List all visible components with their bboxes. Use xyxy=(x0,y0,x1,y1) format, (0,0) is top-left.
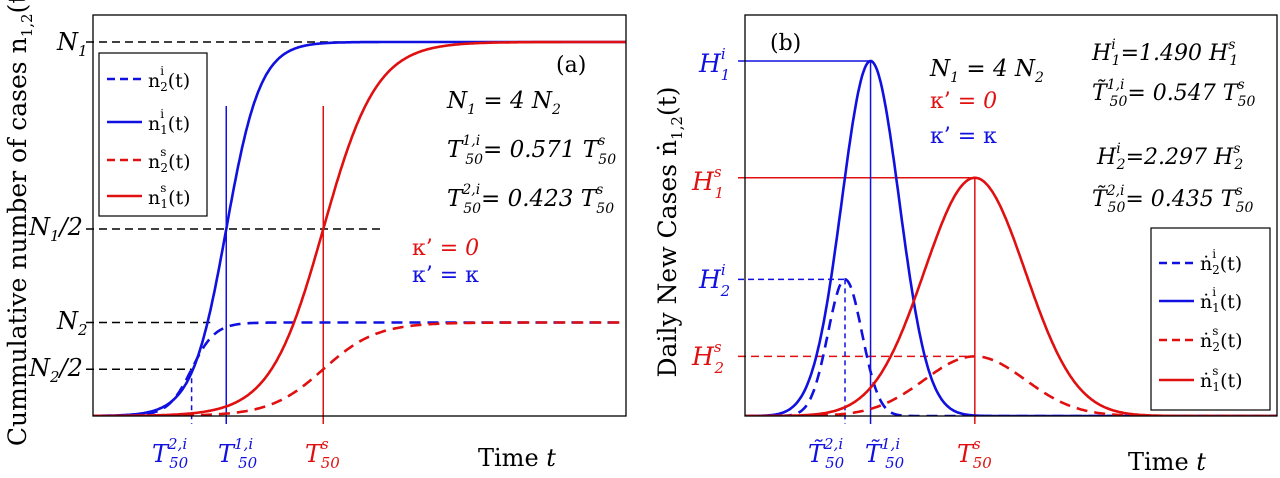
b-annotation-h2: Hi 2=2.297 Hs 2 xyxy=(1096,141,1243,173)
a-xtick-t50-s: Ts 50 xyxy=(305,435,340,472)
a-series-n1-s-t xyxy=(93,40,626,416)
b-series-2-i-t xyxy=(745,277,1277,416)
a-panel-label: (a) xyxy=(556,53,586,78)
a-annotation-t50-1i: T1,i 50= 0.571 Ts 50 xyxy=(447,133,616,168)
a-ytick-n2: N2 xyxy=(56,307,88,339)
b-annotation-t50-2i: T̃2,i 50= 0.435 Ts 50 xyxy=(1092,183,1254,216)
a-legend-n2s: ns 2(t) xyxy=(148,145,191,175)
b-legend: ṅi 2(t) ṅi 1(t) ṅs 2(t) ṅs 1(t) xyxy=(1150,227,1271,411)
b-y-axis-label: Daily New Cases ṅ1,2(t) xyxy=(653,87,686,378)
b-kappa-zero: κ’ = 0 xyxy=(930,89,997,114)
b-panel-label: (b) xyxy=(770,31,801,56)
b-ytick-h1s: Hs 1 xyxy=(691,163,724,202)
a-xtick-t50-1i: T1,i 50 xyxy=(218,435,258,472)
a-ytick-n2-half: N2/2 xyxy=(28,354,83,386)
a-ytick-n1-half: N1/2 xyxy=(28,213,83,245)
panel-b: Daily New Cases ṅ1,2(t) Hi 1 Hs 1 Hi 2 Hs 2 … xyxy=(653,14,1278,476)
a-xtick-t50-2i: T2,i 50 xyxy=(152,435,189,472)
a-annotation-t50-2i: T2,i 50= 0.423 Ts 50 xyxy=(447,182,614,217)
b-xtick-t50-s: Ts 50 xyxy=(957,435,992,472)
a-ytick-n1: N1 xyxy=(56,28,88,60)
panel-a: Cummulative number of cases n1,2(t) N1 N… xyxy=(3,0,627,472)
b-ytick-h2i: Hi 2 xyxy=(698,261,730,300)
b-plot-frame xyxy=(744,14,1278,417)
b-xtick-t50-1i: T̃1,i 50 xyxy=(865,435,905,472)
b-annotation-h1: Hi 1=1.490 Hs 1 xyxy=(1091,37,1238,69)
a-legend-n1s: ns 1(t) xyxy=(148,181,191,211)
b-x-axis-label: Time t xyxy=(1128,448,1206,476)
a-kappa-kappa: κ’ = κ xyxy=(412,263,479,288)
a-series-n2-s-t xyxy=(93,321,626,416)
a-legend: ni 2(t) ni 1(t) ns 2(t) ns 1(t) xyxy=(98,52,208,217)
a-kappa-zero: κ’ = 0 xyxy=(412,236,479,261)
b-annotation-ratio: N1 = 4 N2 xyxy=(929,56,1044,86)
a-series-n2-i-t xyxy=(93,321,626,416)
b-ytick-h2s: Hs 2 xyxy=(691,338,724,377)
a-legend-box xyxy=(98,52,208,217)
b-xtick-t50-2i: T̃2,i 50 xyxy=(808,435,845,472)
b-series-1-i-t xyxy=(745,59,1277,416)
a-annotation-ratio: N1 = 4 N2 xyxy=(446,88,561,118)
b-series-1-s-t xyxy=(745,176,1277,416)
b-ytick-h1i: Hi 1 xyxy=(698,45,730,84)
a-plot-frame xyxy=(92,14,627,417)
b-curves xyxy=(745,59,1277,416)
b-annotation-t50-1i: T̃1,i 50= 0.547 Ts 50 xyxy=(1092,77,1256,110)
b-kappa-kappa: κ’ = κ xyxy=(930,124,997,149)
a-y-axis-label: Cummulative number of cases n1,2(t) xyxy=(3,0,36,446)
a-curves xyxy=(93,40,626,416)
a-x-axis-label: Time t xyxy=(478,444,556,472)
b-guide-lines xyxy=(738,60,976,424)
